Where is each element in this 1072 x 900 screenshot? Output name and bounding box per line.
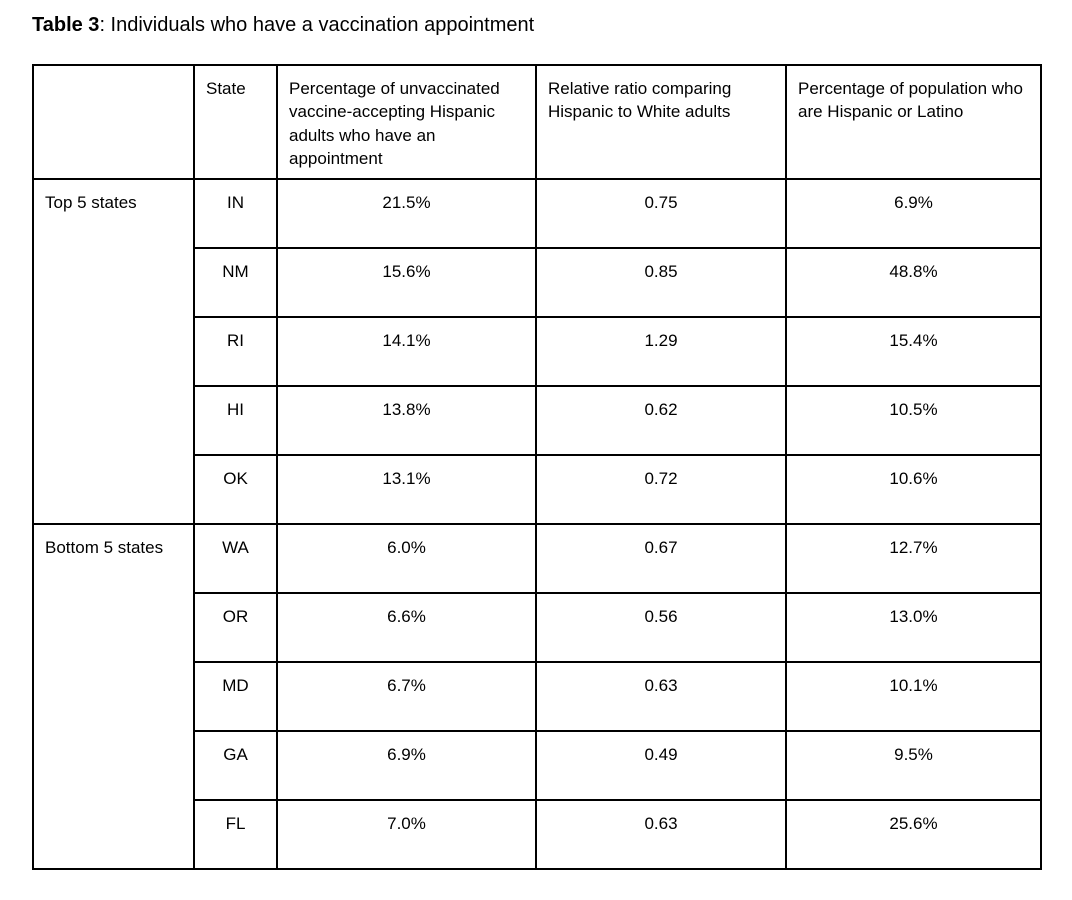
table-row: MD 6.7% 0.63 10.1% — [33, 661, 1042, 732]
pct-appointment-cell: 6.0% — [276, 523, 537, 594]
table-row: RI 14.1% 1.29 15.4% — [33, 316, 1042, 387]
table-row: OK 13.1% 0.72 10.6% — [33, 454, 1042, 525]
group-label-bottom5: Bottom 5 states — [32, 523, 195, 870]
table-caption: : Individuals who have a vaccination app… — [99, 14, 535, 36]
relative-ratio-cell: 0.63 — [535, 799, 787, 870]
relative-ratio-cell: 0.56 — [535, 592, 787, 663]
relative-ratio-cell: 0.75 — [535, 178, 787, 249]
pct-appointment-cell: 14.1% — [276, 316, 537, 387]
pct-population-cell: 10.6% — [785, 454, 1042, 525]
relative-ratio-cell: 0.63 — [535, 661, 787, 732]
pct-population-cell: 9.5% — [785, 730, 1042, 801]
pct-appointment-cell: 6.9% — [276, 730, 537, 801]
group-label-top5: Top 5 states — [32, 178, 195, 525]
header-row: State Percentage of unvaccinated vaccine… — [32, 64, 1042, 180]
vaccination-appointment-table: State Percentage of unvaccinated vaccine… — [32, 64, 1042, 870]
pct-appointment-cell: 7.0% — [276, 799, 537, 870]
pct-population-cell: 10.1% — [785, 661, 1042, 732]
column-header-state: State — [193, 64, 278, 180]
pct-population-cell: 6.9% — [785, 178, 1042, 249]
pct-appointment-cell: 21.5% — [276, 178, 537, 249]
pct-population-cell: 48.8% — [785, 247, 1042, 318]
pct-population-cell: 15.4% — [785, 316, 1042, 387]
pct-population-cell: 13.0% — [785, 592, 1042, 663]
relative-ratio-cell: 0.62 — [535, 385, 787, 456]
table-row: GA 6.9% 0.49 9.5% — [33, 730, 1042, 801]
table-row: Top 5 states IN 21.5% 0.75 6.9% — [32, 178, 1042, 525]
pct-population-cell: 12.7% — [785, 523, 1042, 594]
relative-ratio-cell: 0.85 — [535, 247, 787, 318]
column-header-relative-ratio: Relative ratio comparing Hispanic to Whi… — [535, 64, 787, 180]
state-cell: GA — [193, 730, 278, 801]
pct-appointment-cell: 15.6% — [276, 247, 537, 318]
pct-appointment-cell: 13.1% — [276, 454, 537, 525]
table-row: HI 13.8% 0.62 10.5% — [33, 385, 1042, 456]
column-header-pct-appointment: Percentage of unvaccinated vaccine-accep… — [276, 64, 537, 180]
relative-ratio-cell: 1.29 — [535, 316, 787, 387]
relative-ratio-cell: 0.49 — [535, 730, 787, 801]
table-row: OR 6.6% 0.56 13.0% — [33, 592, 1042, 663]
page-title: Table 3: Individuals who have a vaccinat… — [32, 13, 534, 37]
state-cell: WA — [193, 523, 278, 594]
relative-ratio-cell: 0.72 — [535, 454, 787, 525]
state-cell: RI — [193, 316, 278, 387]
table-row: Bottom 5 states WA 6.0% 0.67 12.7% — [32, 523, 1042, 870]
state-cell: OK — [193, 454, 278, 525]
pct-appointment-cell: 6.7% — [276, 661, 537, 732]
relative-ratio-cell: 0.67 — [535, 523, 787, 594]
state-cell: IN — [193, 178, 278, 249]
state-cell: MD — [193, 661, 278, 732]
corner-cell — [32, 64, 195, 180]
state-cell: NM — [193, 247, 278, 318]
table-number-label: Table 3 — [32, 14, 100, 36]
state-cell: HI — [193, 385, 278, 456]
pct-population-cell: 25.6% — [785, 799, 1042, 870]
table-row: FL 7.0% 0.63 25.6% — [33, 799, 1042, 870]
column-header-pct-population: Percentage of population who are Hispani… — [785, 64, 1042, 180]
pct-appointment-cell: 13.8% — [276, 385, 537, 456]
state-cell: OR — [193, 592, 278, 663]
pct-population-cell: 10.5% — [785, 385, 1042, 456]
pct-appointment-cell: 6.6% — [276, 592, 537, 663]
state-cell: FL — [193, 799, 278, 870]
table-row: NM 15.6% 0.85 48.8% — [33, 247, 1042, 318]
